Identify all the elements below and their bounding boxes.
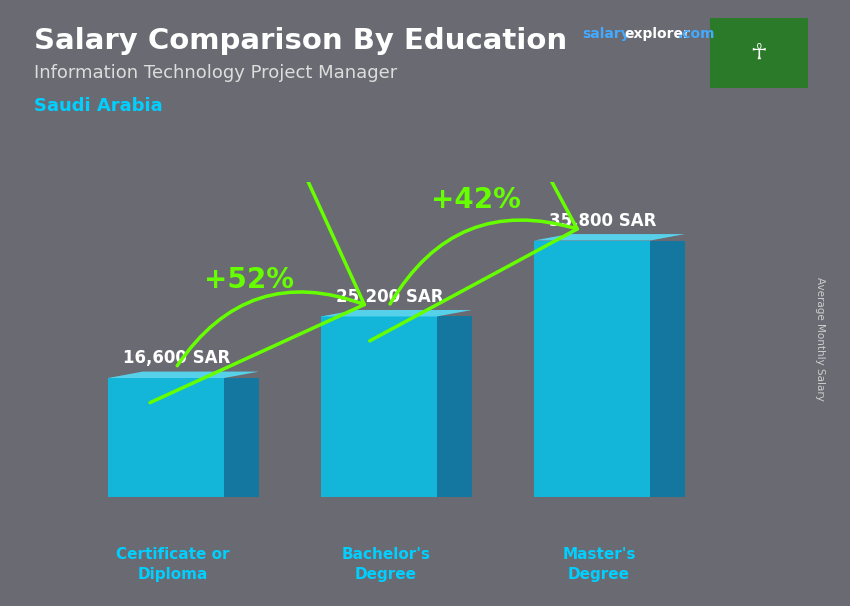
Text: salary: salary xyxy=(582,27,630,41)
Text: Certificate or
Diploma: Certificate or Diploma xyxy=(116,547,230,582)
Polygon shape xyxy=(224,378,259,497)
Text: Information Technology Project Manager: Information Technology Project Manager xyxy=(34,64,397,82)
Text: 16,600 SAR: 16,600 SAR xyxy=(122,349,230,367)
Text: +42%: +42% xyxy=(431,187,521,215)
Polygon shape xyxy=(320,310,472,316)
Polygon shape xyxy=(108,371,259,378)
FancyArrowPatch shape xyxy=(150,90,365,402)
Text: ☥: ☥ xyxy=(751,43,767,63)
FancyArrowPatch shape xyxy=(370,22,577,341)
Polygon shape xyxy=(534,241,650,497)
Text: Master's
Degree: Master's Degree xyxy=(562,547,636,582)
Text: Bachelor's
Degree: Bachelor's Degree xyxy=(342,547,430,582)
Text: Saudi Arabia: Saudi Arabia xyxy=(34,97,162,115)
Text: 25,200 SAR: 25,200 SAR xyxy=(336,288,443,305)
Text: +52%: +52% xyxy=(204,266,294,294)
Text: 35,800 SAR: 35,800 SAR xyxy=(549,211,656,230)
Text: .com: .com xyxy=(677,27,715,41)
Text: Average Monthly Salary: Average Monthly Salary xyxy=(815,278,825,401)
Polygon shape xyxy=(437,316,472,497)
Polygon shape xyxy=(534,234,685,241)
Polygon shape xyxy=(320,316,437,497)
Polygon shape xyxy=(108,378,224,497)
Text: explorer: explorer xyxy=(625,27,690,41)
Text: Salary Comparison By Education: Salary Comparison By Education xyxy=(34,27,567,55)
Polygon shape xyxy=(650,241,685,497)
